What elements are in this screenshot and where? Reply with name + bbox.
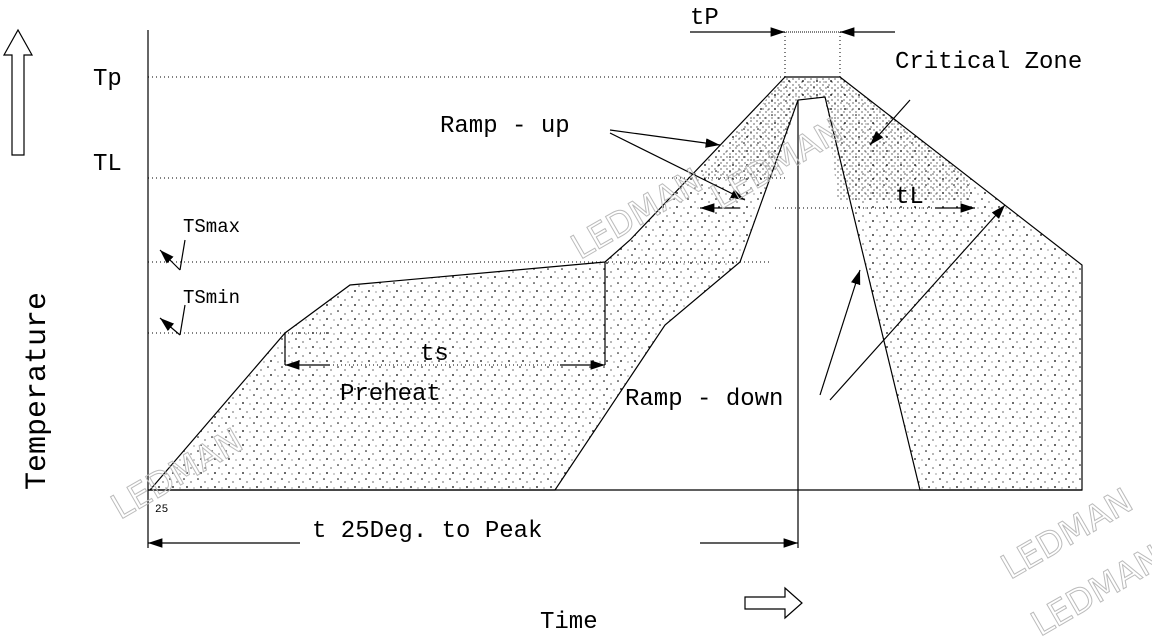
- label: tP: [690, 5, 719, 32]
- tp-box: [690, 31, 895, 77]
- label: TSmax: [183, 216, 240, 238]
- label: Tp: [93, 66, 122, 93]
- label: Critical Zone: [895, 49, 1082, 76]
- tsmin-leader: [179, 304, 186, 336]
- up-arrow: [2, 28, 34, 156]
- tsmax-leader: [179, 239, 186, 271]
- x-axis-label: Time: [540, 609, 598, 636]
- label: Ramp - up: [440, 113, 570, 140]
- label: 25: [155, 504, 168, 516]
- label: TSmin: [183, 287, 240, 309]
- right-arrow: [744, 586, 803, 620]
- label: ts: [420, 341, 449, 368]
- profile-area: [148, 76, 1083, 491]
- critical-zone-area: [700, 77, 970, 200]
- label: tL: [895, 184, 924, 211]
- label: Preheat: [340, 381, 441, 408]
- label: TL: [93, 151, 122, 178]
- label: Ramp - down: [625, 386, 783, 413]
- arrows: [148, 27, 1006, 548]
- label: t 25Deg. to Peak: [312, 518, 542, 545]
- y-axis-label: Temperature: [21, 292, 55, 490]
